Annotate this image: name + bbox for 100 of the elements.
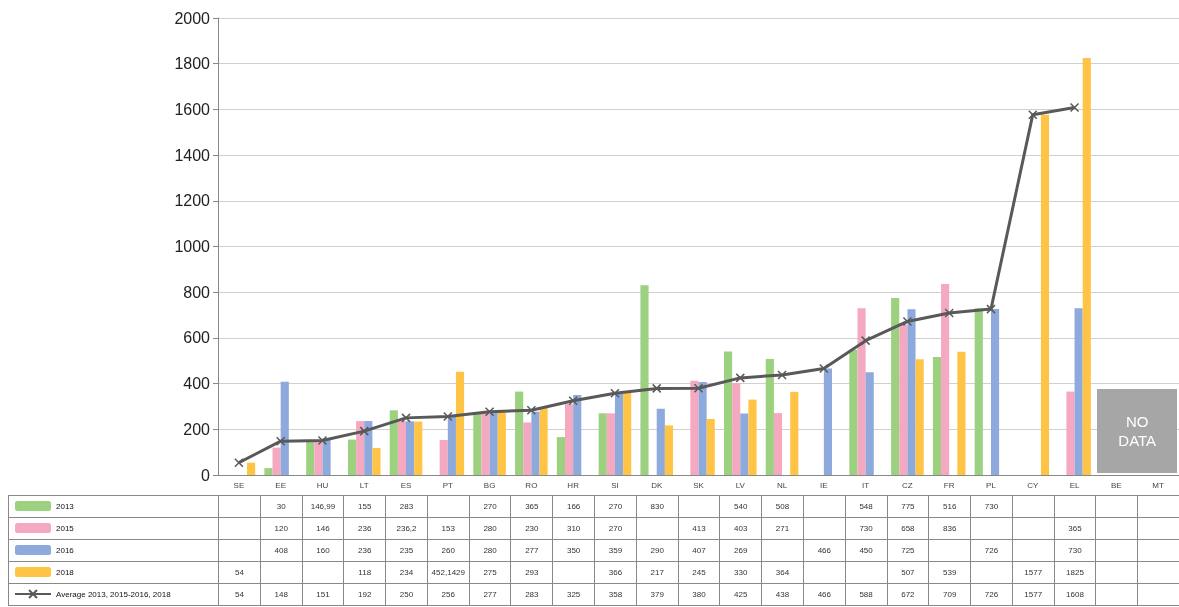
data-label: 54	[218, 561, 261, 584]
bar	[664, 425, 674, 475]
data-label: 407	[678, 539, 720, 562]
bar	[723, 351, 733, 475]
data-label: 658	[887, 517, 929, 540]
data-label: 1577	[1012, 583, 1055, 606]
x-tick-label: CY	[1027, 480, 1039, 490]
bar	[899, 324, 908, 475]
data-label: 283	[385, 495, 428, 518]
x-tick-label: NL	[776, 480, 788, 490]
bar	[1074, 308, 1083, 475]
data-label: 709	[928, 583, 971, 606]
data-label: 672	[887, 583, 929, 606]
point	[735, 373, 746, 383]
data-label: 260	[427, 539, 470, 562]
bar	[347, 439, 357, 475]
y-tick-label: 200	[183, 420, 211, 438]
x-tick-label: LV	[735, 480, 746, 490]
x-tick-label: DK	[651, 480, 663, 490]
data-label: 280	[469, 539, 511, 562]
data-label: 280	[469, 517, 511, 540]
bar	[539, 408, 548, 475]
data-label: 364	[761, 561, 804, 584]
bar	[891, 297, 900, 475]
bar	[573, 395, 582, 475]
no-data-box: NO DATA	[1097, 389, 1177, 473]
data-label: 539	[928, 561, 971, 584]
bar	[515, 391, 524, 475]
bar	[272, 447, 281, 475]
data-label: 192	[343, 583, 386, 606]
x-tick-label: SE	[233, 480, 245, 490]
bar	[356, 421, 365, 475]
data-label: 236	[343, 517, 386, 540]
bar	[765, 358, 774, 475]
point	[1028, 109, 1038, 120]
data-label: 730	[970, 495, 1013, 518]
point	[1069, 102, 1080, 113]
bar	[397, 421, 407, 475]
data-label: 269	[719, 539, 762, 562]
data-label: 358	[594, 583, 637, 606]
point	[359, 426, 369, 436]
point	[234, 457, 244, 468]
bar	[414, 421, 423, 475]
data-label: 230	[510, 517, 553, 540]
data-label: 413	[678, 517, 720, 540]
y-tick-label: 1200	[174, 192, 211, 210]
point	[317, 435, 328, 446]
data-label: 148	[260, 583, 303, 606]
data-label: 1825	[1054, 561, 1096, 584]
point	[568, 395, 578, 406]
data-label: 775	[887, 495, 929, 518]
data-label: 236	[343, 539, 386, 562]
data-label: 1577	[1012, 561, 1055, 584]
x-tick-label: BE	[1110, 480, 1122, 490]
data-label: 270	[469, 495, 511, 518]
x-tick-label: EL	[1069, 480, 1080, 490]
bar	[489, 411, 498, 475]
data-label: 380	[678, 583, 720, 606]
y-tick-label: 400	[183, 375, 211, 393]
data-label: 365	[1054, 517, 1096, 540]
data-label: 217	[636, 561, 679, 584]
bar	[556, 437, 565, 475]
x-tick-label: ES	[400, 480, 412, 490]
x-tick-label: FR	[943, 480, 955, 490]
bar	[773, 413, 783, 475]
data-label: 466	[803, 583, 846, 606]
bar	[614, 392, 624, 475]
bar	[606, 413, 615, 475]
data-label: 290	[636, 539, 679, 562]
x-tick-label: PL	[986, 480, 997, 490]
bar	[565, 404, 574, 475]
legend-label: 2013	[56, 501, 75, 511]
data-label: 283	[510, 583, 553, 606]
x-tick-label: HR	[567, 480, 580, 490]
data-label: 270	[594, 517, 637, 540]
bar	[706, 419, 715, 475]
point	[986, 304, 996, 314]
bar	[790, 391, 799, 475]
point	[693, 383, 704, 393]
data-label: 725	[887, 539, 929, 562]
bar	[823, 368, 832, 475]
bar	[740, 413, 749, 475]
point	[860, 335, 871, 346]
data-label: 234	[385, 561, 428, 584]
data-label: 310	[552, 517, 595, 540]
bar	[1066, 391, 1075, 475]
data-label: 365	[510, 495, 553, 518]
data-label: 450	[845, 539, 887, 562]
point	[902, 316, 913, 327]
bar	[406, 421, 415, 475]
bar	[523, 422, 532, 475]
data-label: 155	[343, 495, 386, 518]
bar	[389, 410, 398, 475]
x-tick-label: EE	[275, 480, 287, 490]
legend-label: 2016	[56, 545, 75, 555]
bar	[698, 382, 707, 475]
data-label: 166	[552, 495, 595, 518]
bar	[455, 371, 465, 475]
bar	[1040, 114, 1050, 475]
data-label: 588	[845, 583, 887, 606]
